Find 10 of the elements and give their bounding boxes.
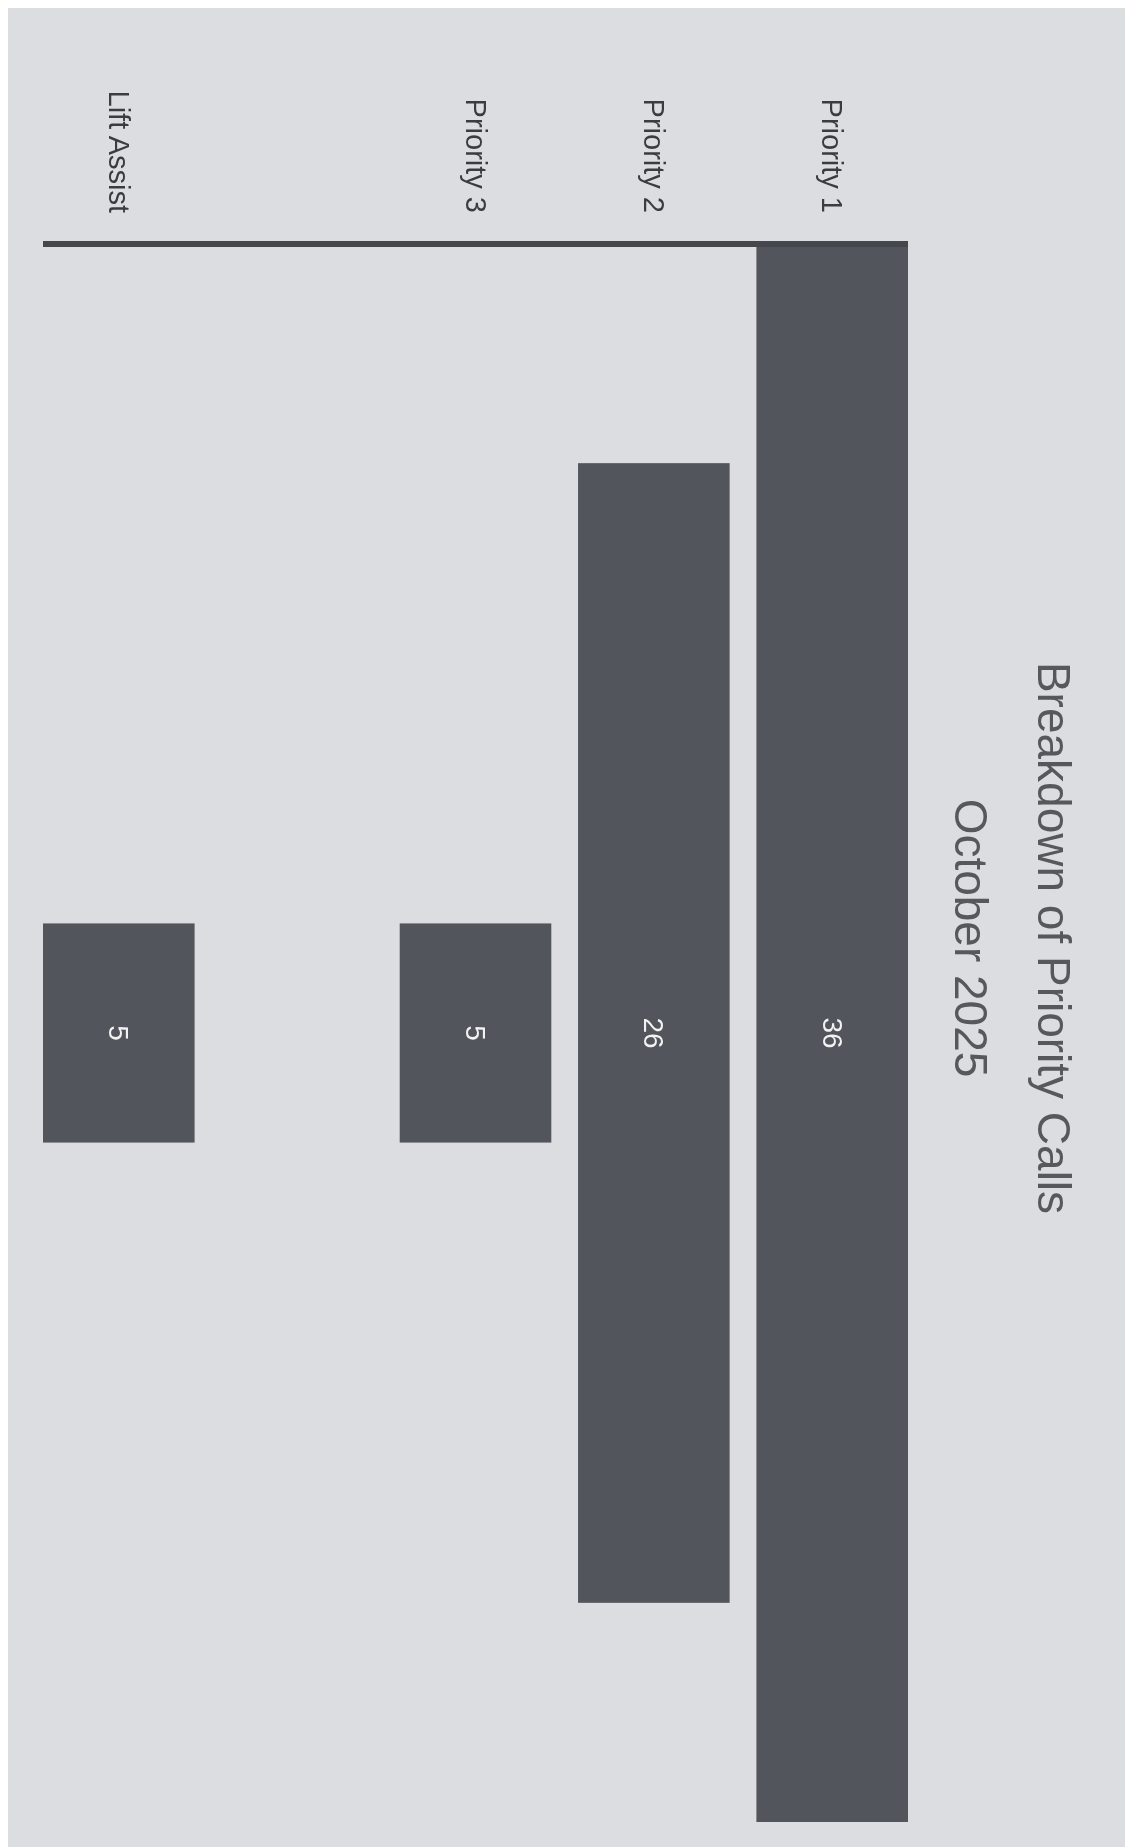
data-label: 36 <box>816 1017 848 1049</box>
category-label: Priority 1 <box>816 98 849 213</box>
data-label: 26 <box>638 1017 670 1049</box>
text: Breakdown of Priority Calls <box>1028 661 1080 1215</box>
category-label: Priority 2 <box>637 98 670 213</box>
data-label: 5 <box>460 1025 491 1041</box>
category-label: Priority 3 <box>459 98 492 213</box>
category-label: Lift Assist <box>102 90 135 213</box>
text: October 2025 <box>945 798 997 1078</box>
data-label: 5 <box>103 1025 135 1041</box>
